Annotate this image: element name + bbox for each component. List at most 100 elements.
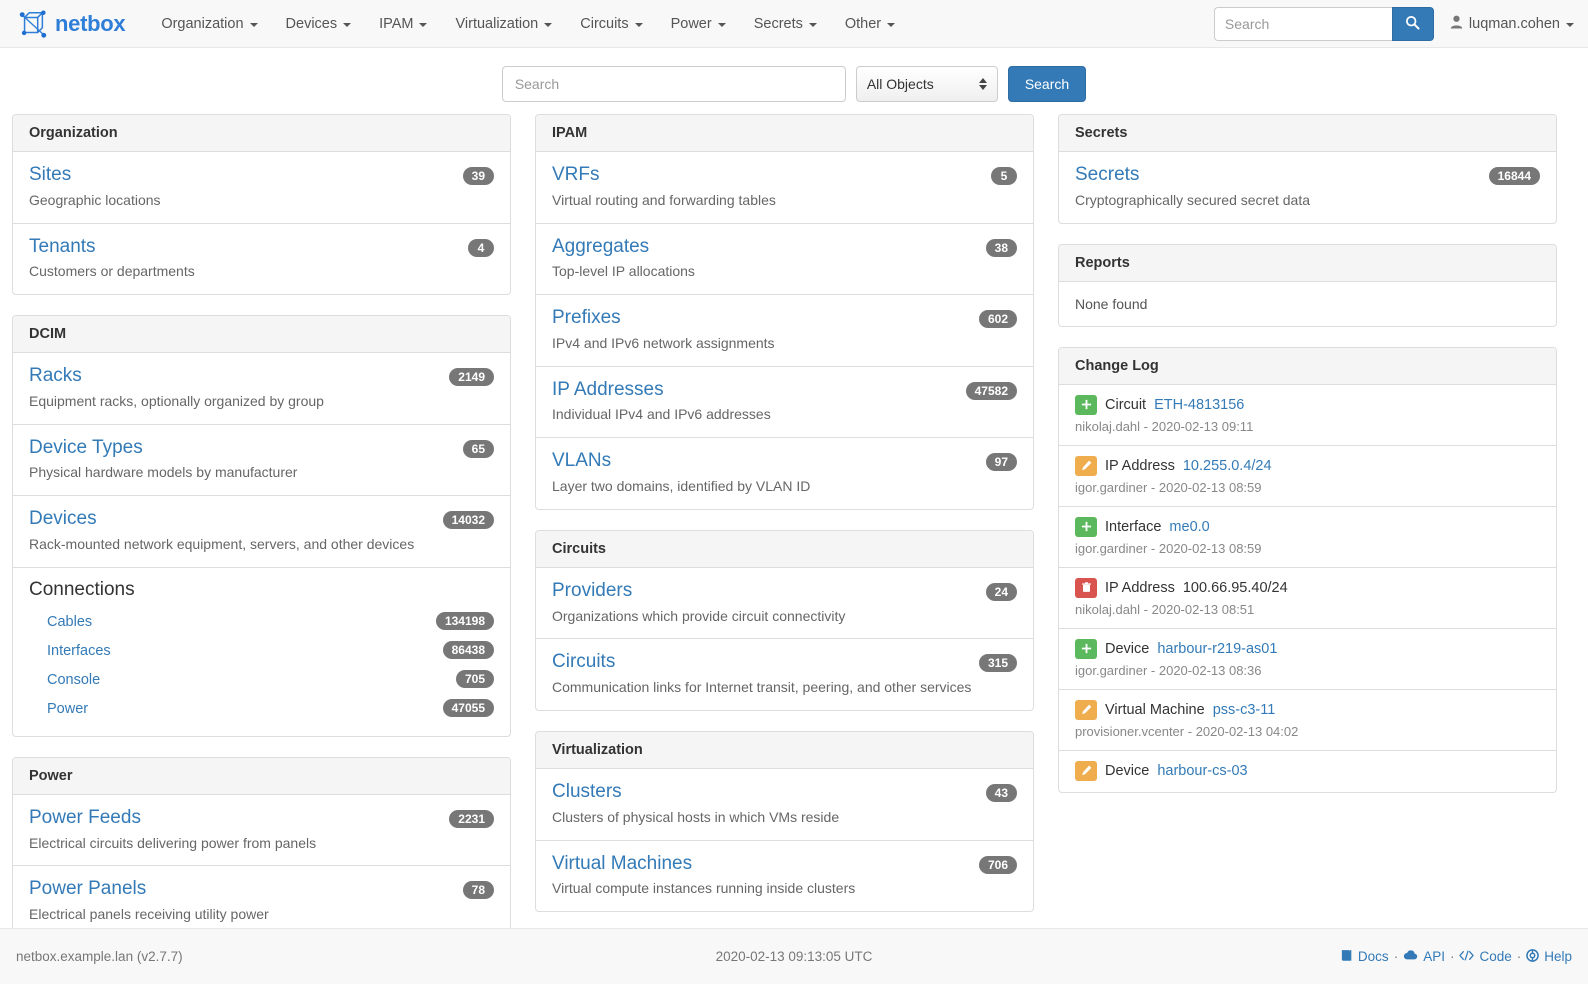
nav-item-secrets-label: Secrets [753,15,803,32]
link-power-panels[interactable]: Power Panels [29,878,147,900]
search-input[interactable] [501,66,846,102]
changelog-entry[interactable]: Circuit ETH-4813156 nikolaj.dahl - 2020-… [1059,385,1556,446]
footer-link-code[interactable]: Code [1459,949,1512,965]
navbar-search-input[interactable] [1213,6,1392,41]
changelog-entry[interactable]: Device harbour-cs-03 [1059,751,1556,792]
footer-link-docs-label: Docs [1357,949,1389,964]
panel-power-title: Power [13,757,510,795]
link-aggregates[interactable]: Aggregates [552,235,650,257]
count-badge: 2149 [449,368,494,387]
changelog-time: 2020-02-13 09:11 [1151,418,1254,434]
link-tenants[interactable]: Tenants [29,235,96,257]
count-badge: 705 [455,669,494,688]
link-ip-addresses[interactable]: IP Addresses [552,378,664,400]
nav-item-organization[interactable]: Organization [147,8,271,40]
list-item-tenants[interactable]: 4 Tenants Customers or departments [13,224,510,295]
nav-item-circuits[interactable]: Circuits [566,8,656,40]
link-secrets[interactable]: Secrets [1075,164,1140,185]
link-sites[interactable]: Sites [29,164,72,185]
desc-clusters: Clusters of physical hosts in which VMs … [552,808,840,825]
search-button[interactable]: Search [1007,66,1087,102]
link-power-connections[interactable]: Power [47,700,89,717]
changelog-entry[interactable]: Device harbour-r219-as01 igor.gardiner -… [1059,629,1556,690]
nav-item-devices[interactable]: Devices [272,8,366,40]
page-footer: netbox.example.lan (v2.7.7) 2020-02-13 0… [0,928,1588,984]
connections-row-cables[interactable]: Cables 134198 [29,607,494,636]
list-item-secrets[interactable]: 16844 Secrets Cryptographically secured … [1059,152,1556,223]
nav-item-secrets[interactable]: Secrets [740,8,831,40]
desc-circuits: Communication links for Internet transit… [552,679,972,696]
footer-link-api-label: API [1423,949,1445,964]
list-item-aggregates[interactable]: 38 Aggregates Top-level IP allocations [536,224,1033,296]
link-virtual-machines[interactable]: Virtual Machines [552,852,693,874]
changelog-entry[interactable]: Interface me0.0 igor.gardiner - 2020-02-… [1059,507,1556,568]
link-circuits[interactable]: Circuits [552,651,616,673]
connections-row-power[interactable]: Power 47055 [29,694,494,723]
panel-changelog: Change Log Circuit ETH-4813156 nikolaj.d… [1058,346,1557,793]
panel-secrets-list: 16844 Secrets Cryptographically secured … [1059,152,1556,223]
changelog-object-link[interactable]: pss-c3-11 [1212,701,1276,718]
changelog-object-link[interactable]: harbour-r219-as01 [1157,640,1278,657]
changelog-object-link[interactable]: 10.255.0.4/24 [1182,457,1272,474]
link-clusters[interactable]: Clusters [552,781,622,803]
navbar-search-button[interactable] [1391,6,1434,41]
list-item-prefixes[interactable]: 602 Prefixes IPv4 and IPv6 network assig… [536,295,1033,367]
navbar-search-group [1213,6,1434,41]
user-menu[interactable]: luqman.cohen [1450,15,1574,33]
changelog-entry[interactable]: Virtual Machine pss-c3-11 provisioner.vc… [1059,690,1556,751]
footer-link-api[interactable]: API [1403,949,1445,964]
link-devices[interactable]: Devices [29,508,97,530]
list-item-power-panels[interactable]: 78 Power Panels Electrical panels receiv… [13,866,510,937]
footer-link-docs[interactable]: Docs [1340,949,1389,965]
count-badge: 706 [978,855,1017,874]
desc-vlans: Layer two domains, identified by VLAN ID [552,478,811,494]
changelog-object-link[interactable]: me0.0 [1169,518,1210,535]
nav-item-power[interactable]: Power [657,8,740,40]
list-item-racks[interactable]: 2149 Racks Equipment racks, optionally o… [13,353,510,425]
connections-row-console[interactable]: Console 705 [29,665,494,694]
link-device-types[interactable]: Device Types [29,436,143,458]
list-item-clusters[interactable]: 43 Clusters Clusters of physical hosts i… [536,769,1033,841]
list-item-virtual-machines[interactable]: 706 Virtual Machines Virtual compute ins… [536,841,1033,912]
desc-ip-addresses: Individual IPv4 and IPv6 addresses [552,406,771,423]
link-vlans[interactable]: VLANs [552,450,612,472]
link-cables[interactable]: Cables [47,613,93,630]
nav-item-other[interactable]: Other [831,8,909,40]
nav-item-virtualization[interactable]: Virtualization [441,8,566,40]
list-item-ip-addresses[interactable]: 47582 IP Addresses Individual IPv4 and I… [536,367,1033,439]
changelog-dash: - [1150,479,1159,495]
chevron-down-icon [343,22,352,27]
object-type-select[interactable]: All Objects [855,66,998,102]
list-item-circuits[interactable]: 315 Circuits Communication links for Int… [536,639,1033,710]
list-item-sites[interactable]: 39 Sites Geographic locations [13,152,510,224]
list-item-power-feeds[interactable]: 2231 Power Feeds Electrical circuits del… [13,795,510,867]
list-item-devices[interactable]: 14032 Devices Rack-mounted network equip… [13,496,510,568]
changelog-time: 2020-02-13 08:36 [1158,662,1262,678]
footer-separator: · [1516,949,1522,964]
link-interfaces[interactable]: Interfaces [47,642,111,659]
link-prefixes[interactable]: Prefixes [552,307,621,329]
link-racks[interactable]: Racks [29,365,82,387]
desc-vrfs: Virtual routing and forwarding tables [552,191,776,208]
list-item-vlans[interactable]: 97 VLANs Layer two domains, identified b… [536,438,1033,509]
link-providers[interactable]: Providers [552,579,633,601]
connections-row-interfaces[interactable]: Interfaces 86438 [29,636,494,665]
list-item-device-types[interactable]: 65 Device Types Physical hardware models… [13,425,510,497]
changelog-dash: - [1143,418,1152,434]
brand-logo-link[interactable]: netbox [14,9,126,39]
changelog-entry[interactable]: IP Address 10.255.0.4/24 igor.gardiner -… [1059,446,1556,507]
changelog-object-link[interactable]: harbour-cs-03 [1157,762,1248,779]
nav-item-ipam[interactable]: IPAM [365,8,441,40]
footer-link-help[interactable]: Help [1526,948,1572,965]
list-item-providers[interactable]: 24 Providers Organizations which provide… [536,568,1033,640]
changelog-time: 2020-02-13 08:51 [1151,601,1255,617]
link-vrfs[interactable]: VRFs [552,164,600,185]
list-item-vrfs[interactable]: 5 VRFs Virtual routing and forwarding ta… [536,152,1033,224]
link-power-feeds[interactable]: Power Feeds [29,806,141,828]
panel-ipam-title: IPAM [536,115,1033,152]
changelog-object-link[interactable]: ETH-4813156 [1154,396,1245,413]
desc-providers: Organizations which provide circuit conn… [552,607,846,624]
link-console[interactable]: Console [47,671,101,688]
desc-prefixes: IPv4 and IPv6 network assignments [552,334,775,351]
changelog-entry[interactable]: IP Address 100.66.95.40/24 nikolaj.dahl … [1059,568,1556,629]
